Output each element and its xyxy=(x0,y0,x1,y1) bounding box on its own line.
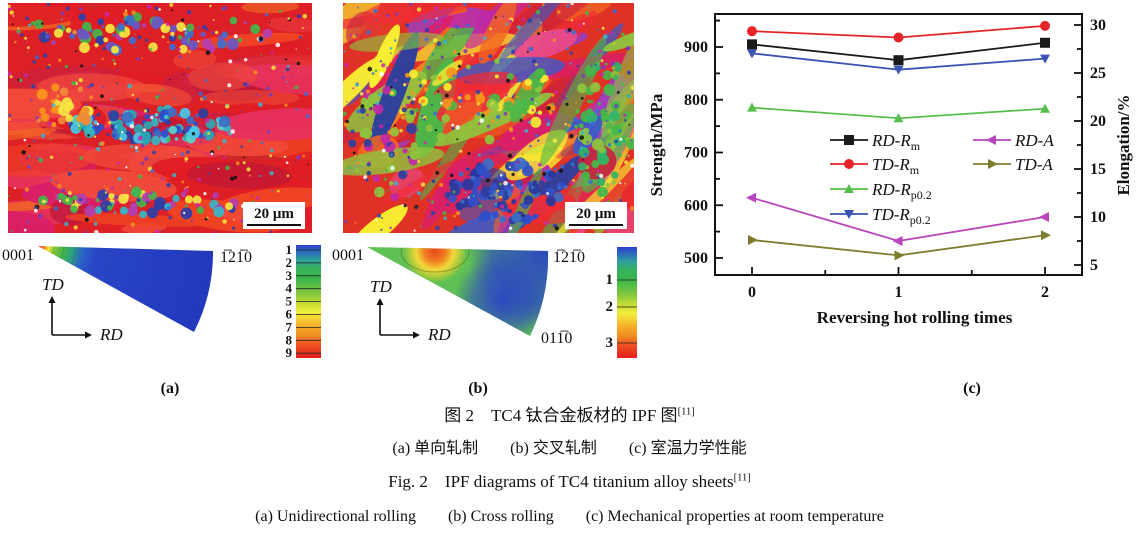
x-tick-label: 2 xyxy=(1041,284,1049,301)
colorbar-tick-label: 3 xyxy=(606,335,614,351)
panel-label-b: (b) xyxy=(468,380,488,397)
x-tick-label: 1 xyxy=(895,284,903,301)
pole-figure-b: 0001 1̅21̅0 011̅0 TD RD 1 2 3 xyxy=(332,247,637,358)
panel-label-c: (c) xyxy=(963,380,981,397)
td-axis-label: TD xyxy=(42,275,64,294)
caption-zh-subtitle: (a) 单向轧制 (b) 交叉轧制 (c) 室温力学性能 xyxy=(392,440,747,457)
rd-axis-label: RD xyxy=(99,325,123,344)
corner-label-0001: 0001 xyxy=(332,247,364,264)
x-tick-label: 0 xyxy=(748,284,756,301)
y-left-tick-label: 800 xyxy=(684,92,708,109)
y-left-axis-title: Strength/MPa xyxy=(647,93,666,196)
scale-bar-label: 20 μm xyxy=(576,206,616,222)
arrow-up-icon xyxy=(376,298,384,305)
series-RD-Rp0.2 xyxy=(747,102,1050,123)
y-left-tick-label: 500 xyxy=(684,250,708,267)
y-right-tick-label: 10 xyxy=(1090,209,1106,226)
colorbar-tick-label: 7 xyxy=(286,319,293,334)
td-axis-label: TD xyxy=(370,277,392,296)
td-rd-axes xyxy=(48,296,92,339)
y-right-tick-label: 5 xyxy=(1090,257,1098,274)
y-right-tick-label: 15 xyxy=(1090,161,1106,178)
arrow-right-icon xyxy=(85,331,92,339)
colorbar-tick-label: 4 xyxy=(286,281,293,296)
colorbar-tick-label: 9 xyxy=(286,345,293,360)
colorbar-tick-label: 1 xyxy=(286,242,293,257)
series-RD-Rm xyxy=(747,37,1050,66)
series-TD-Rp0.2 xyxy=(747,49,1050,75)
mechanical-properties-chart: 500 600 700 800 900 5 10 15 20 25 30 0 1 2 Strength/MP… xyxy=(647,13,1133,327)
y-left-tick-label: 900 xyxy=(684,39,708,56)
panel-label-a: (a) xyxy=(160,380,180,397)
colorbar-tick-label: 2 xyxy=(606,299,614,315)
rd-axis-label: RD xyxy=(427,325,451,344)
series-TD-Rm xyxy=(747,20,1050,43)
caption-zh-title-text: 图 2 TC4 钛合金板材的 IPF 图 xyxy=(444,406,678,425)
axis-ticks xyxy=(715,19,1082,275)
legend-label-RD-Rp0.2: RD-Rp0.2 xyxy=(871,180,932,202)
ipf-colorbar xyxy=(617,247,637,358)
td-rd-axes xyxy=(376,298,420,339)
corner-label-0110: 011̅0 xyxy=(541,330,572,347)
caption-zh-title: 图 2 TC4 钛合金板材的 IPF 图[11] xyxy=(0,401,1139,426)
colorbar-tick-label: 1 xyxy=(606,272,614,288)
series-TD-A xyxy=(748,230,1051,261)
colorbar-tick-label: 6 xyxy=(286,307,293,322)
caption-zh-ref: [11] xyxy=(677,406,695,418)
legend-label-TD-A: TD-A xyxy=(1015,155,1053,174)
corner-label-1210: 1̅21̅0 xyxy=(220,249,252,266)
caption-en-subtitle: (a) Unidirectional rolling (b) Cross rol… xyxy=(255,508,884,525)
legend-label-RD-Rm: RD-Rm xyxy=(871,131,921,153)
micrograph-texture xyxy=(8,3,312,233)
y-right-tick-label: 25 xyxy=(1090,65,1106,82)
y-right-tick-label: 30 xyxy=(1090,17,1106,34)
legend-label-TD-Rm: TD-Rm xyxy=(872,155,920,177)
micrograph-texture xyxy=(343,3,634,233)
colorbar-tick-label: 5 xyxy=(286,294,293,309)
legend-label-RD-A: RD-A xyxy=(1014,131,1054,150)
scale-bar-label: 20 μm xyxy=(254,206,294,222)
corner-label-1210: 1̅21̅0 xyxy=(553,249,585,266)
x-axis-title: Reversing hot rolling times xyxy=(817,308,1013,327)
colorbar-tick-label: 2 xyxy=(286,255,293,270)
arrow-right-icon xyxy=(413,331,420,339)
micrograph-a-unidirectional-ipf-map: 20 μm xyxy=(8,3,312,233)
arrow-up-icon xyxy=(48,296,56,303)
y-right-axis-title: Elongation/% xyxy=(1114,94,1133,195)
caption-en-title: Fig. 2 IPF diagrams of TC4 titanium allo… xyxy=(0,467,1139,492)
colorbar-tick-label: 8 xyxy=(286,332,293,347)
legend-label-TD-Rp0.2: TD-Rp0.2 xyxy=(872,205,931,227)
micrograph-b-cross-rolled-ipf-map: 20 μm xyxy=(343,3,634,233)
ipf-wedge-a xyxy=(38,246,214,332)
y-right-tick-label: 20 xyxy=(1090,113,1106,130)
corner-label-0001: 0001 xyxy=(2,247,34,264)
y-left-tick-label: 700 xyxy=(684,145,708,162)
caption-en-ref: [11] xyxy=(733,472,751,484)
colorbar-tick-label: 3 xyxy=(286,268,293,283)
caption-en-title-text: Fig. 2 IPF diagrams of TC4 titanium allo… xyxy=(388,472,734,491)
series-RD-A xyxy=(746,192,1049,246)
y-left-tick-label: 600 xyxy=(684,197,708,214)
